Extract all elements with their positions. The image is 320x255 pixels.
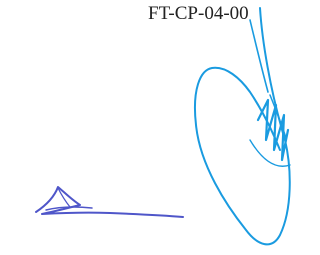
document-code: FT-CP-04-00 <box>148 3 249 24</box>
document-fragment: FT-CP-04-00 <box>0 0 310 255</box>
